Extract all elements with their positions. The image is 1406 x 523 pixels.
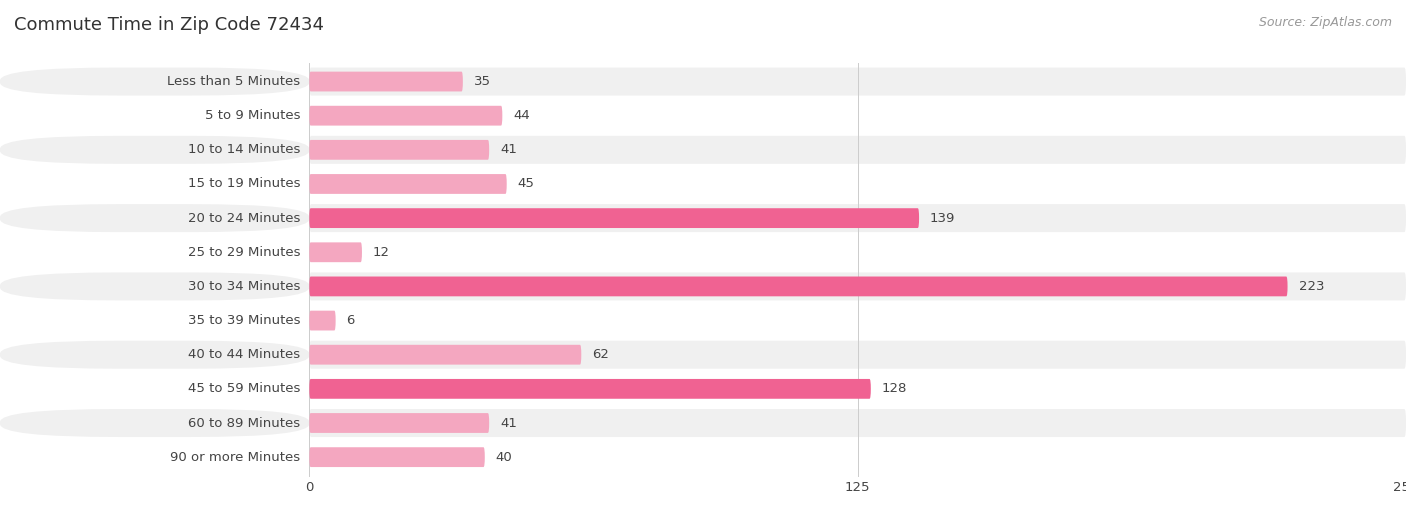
FancyBboxPatch shape [0, 409, 309, 437]
FancyBboxPatch shape [309, 72, 463, 92]
FancyBboxPatch shape [309, 140, 489, 160]
Text: 45: 45 [517, 177, 534, 190]
FancyBboxPatch shape [309, 67, 1406, 96]
Text: Source: ZipAtlas.com: Source: ZipAtlas.com [1258, 16, 1392, 29]
FancyBboxPatch shape [0, 238, 309, 266]
FancyBboxPatch shape [309, 170, 1406, 198]
FancyBboxPatch shape [0, 170, 309, 198]
Text: 40 to 44 Minutes: 40 to 44 Minutes [188, 348, 299, 361]
FancyBboxPatch shape [309, 208, 920, 228]
Text: 15 to 19 Minutes: 15 to 19 Minutes [187, 177, 299, 190]
FancyBboxPatch shape [309, 443, 1406, 471]
FancyBboxPatch shape [309, 277, 1288, 297]
FancyBboxPatch shape [0, 101, 309, 130]
FancyBboxPatch shape [309, 101, 1406, 130]
Text: 35: 35 [474, 75, 491, 88]
FancyBboxPatch shape [309, 306, 1406, 335]
Text: Commute Time in Zip Code 72434: Commute Time in Zip Code 72434 [14, 16, 323, 33]
FancyBboxPatch shape [309, 311, 336, 331]
FancyBboxPatch shape [309, 413, 489, 433]
Text: 139: 139 [929, 212, 956, 224]
Text: Less than 5 Minutes: Less than 5 Minutes [167, 75, 299, 88]
FancyBboxPatch shape [0, 443, 309, 471]
Text: 30 to 34 Minutes: 30 to 34 Minutes [187, 280, 299, 293]
FancyBboxPatch shape [309, 375, 1406, 403]
FancyBboxPatch shape [0, 272, 309, 300]
FancyBboxPatch shape [309, 272, 1406, 300]
Text: 45 to 59 Minutes: 45 to 59 Minutes [187, 382, 299, 395]
FancyBboxPatch shape [309, 340, 1406, 369]
FancyBboxPatch shape [0, 67, 309, 96]
Text: 12: 12 [373, 246, 389, 259]
Text: 6: 6 [347, 314, 354, 327]
FancyBboxPatch shape [309, 379, 870, 399]
FancyBboxPatch shape [309, 204, 1406, 232]
Text: 128: 128 [882, 382, 907, 395]
FancyBboxPatch shape [309, 238, 1406, 266]
FancyBboxPatch shape [309, 447, 485, 467]
FancyBboxPatch shape [309, 136, 1406, 164]
FancyBboxPatch shape [309, 242, 361, 262]
FancyBboxPatch shape [0, 204, 309, 232]
FancyBboxPatch shape [0, 306, 309, 335]
Text: 41: 41 [501, 143, 517, 156]
Text: 90 or more Minutes: 90 or more Minutes [170, 451, 299, 464]
FancyBboxPatch shape [0, 136, 309, 164]
Text: 25 to 29 Minutes: 25 to 29 Minutes [187, 246, 299, 259]
FancyBboxPatch shape [309, 345, 581, 365]
Text: 60 to 89 Minutes: 60 to 89 Minutes [188, 416, 299, 429]
FancyBboxPatch shape [0, 375, 309, 403]
FancyBboxPatch shape [309, 174, 506, 194]
Text: 10 to 14 Minutes: 10 to 14 Minutes [187, 143, 299, 156]
Text: 41: 41 [501, 416, 517, 429]
Text: 44: 44 [513, 109, 530, 122]
Text: 20 to 24 Minutes: 20 to 24 Minutes [187, 212, 299, 224]
FancyBboxPatch shape [309, 106, 502, 126]
Text: 62: 62 [592, 348, 609, 361]
Text: 223: 223 [1299, 280, 1324, 293]
Text: 40: 40 [496, 451, 513, 464]
FancyBboxPatch shape [309, 409, 1406, 437]
FancyBboxPatch shape [0, 340, 309, 369]
Text: 5 to 9 Minutes: 5 to 9 Minutes [204, 109, 299, 122]
Text: 35 to 39 Minutes: 35 to 39 Minutes [187, 314, 299, 327]
